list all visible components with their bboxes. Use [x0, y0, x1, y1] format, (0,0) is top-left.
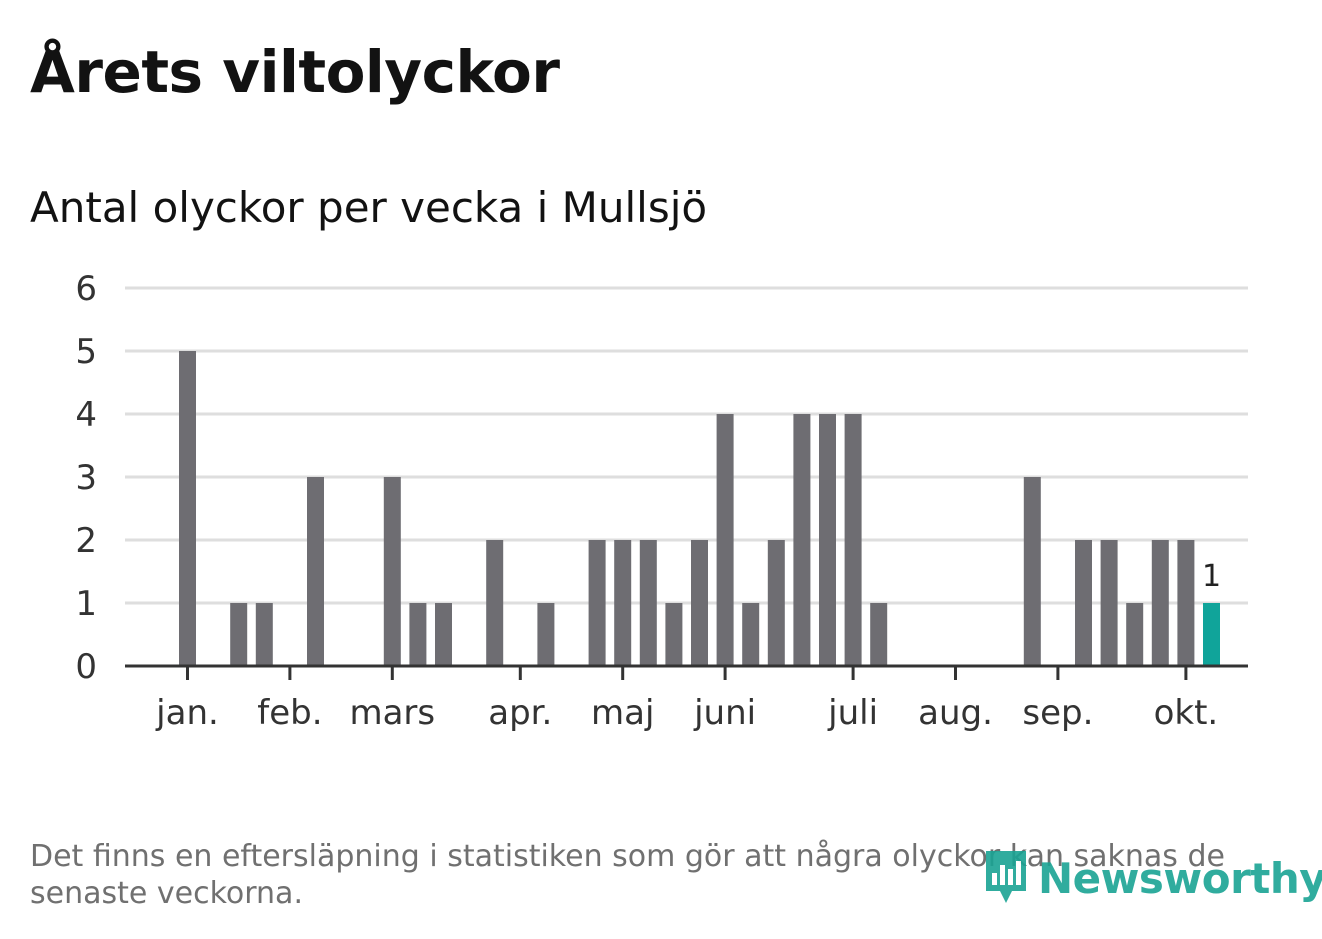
y-tick-label: 6: [75, 269, 97, 309]
logo-text: Newsworthy: [1038, 853, 1322, 903]
y-tick-label: 5: [75, 332, 97, 372]
bar: [179, 351, 196, 666]
bar: [486, 540, 504, 666]
bar: [255, 603, 273, 666]
chart-subtitle: Antal olyckor per vecka i Mullsjö: [30, 183, 708, 232]
y-tick-label: 0: [75, 647, 97, 687]
x-tick-label: mars: [349, 693, 435, 733]
bar: [1177, 540, 1195, 666]
bar-highlight: [1203, 603, 1220, 666]
x-tick-label: juni: [693, 693, 756, 733]
x-tick-label: aug.: [918, 693, 993, 733]
x-axis-ticks: jan. feb. mars apr. maj juni juli aug. sep. okt.: [155, 666, 1218, 733]
bar: [742, 603, 760, 666]
x-tick-label: apr.: [488, 693, 552, 733]
bar: [844, 414, 862, 666]
x-tick-label: feb.: [257, 693, 322, 733]
bar: [691, 540, 708, 666]
bar: [767, 540, 785, 666]
bar: [1023, 477, 1041, 666]
x-tick-label: maj: [591, 693, 654, 733]
bar: [409, 603, 427, 666]
bar: [588, 540, 606, 666]
bar: [819, 414, 836, 666]
bar: [383, 477, 401, 666]
y-tick-label: 2: [75, 521, 97, 561]
bar: [537, 603, 555, 666]
bar: [435, 603, 452, 666]
bar: [230, 603, 248, 666]
bar: [1151, 540, 1169, 666]
bar: [870, 603, 888, 666]
bar: [1075, 540, 1092, 666]
x-tick-label: sep.: [1022, 693, 1093, 733]
y-tick-label: 1: [75, 584, 97, 624]
bar: [1100, 540, 1118, 666]
y-tick-label: 4: [75, 395, 97, 435]
newsworthy-logo: Newsworthy: [982, 846, 1322, 910]
bar: [307, 477, 324, 666]
x-tick-label: okt.: [1154, 693, 1219, 733]
bar: [614, 540, 632, 666]
chart-title: Årets viltolyckor: [30, 38, 560, 106]
bar: [716, 414, 734, 666]
y-tick-label: 3: [75, 458, 97, 498]
y-axis-ticks: 0 1 2 3 4 5 6: [75, 269, 97, 687]
bar-chart-logo-icon: [986, 851, 1026, 903]
bar: [665, 603, 683, 666]
bars: [179, 351, 1220, 666]
x-tick-label: juli: [827, 693, 878, 733]
highlight-value-label: 1: [1202, 559, 1221, 594]
bar: [793, 414, 811, 666]
x-tick-label: jan.: [155, 693, 219, 733]
bar: [639, 540, 657, 666]
bar: [1126, 603, 1144, 666]
data-labels: 1: [1202, 559, 1221, 594]
